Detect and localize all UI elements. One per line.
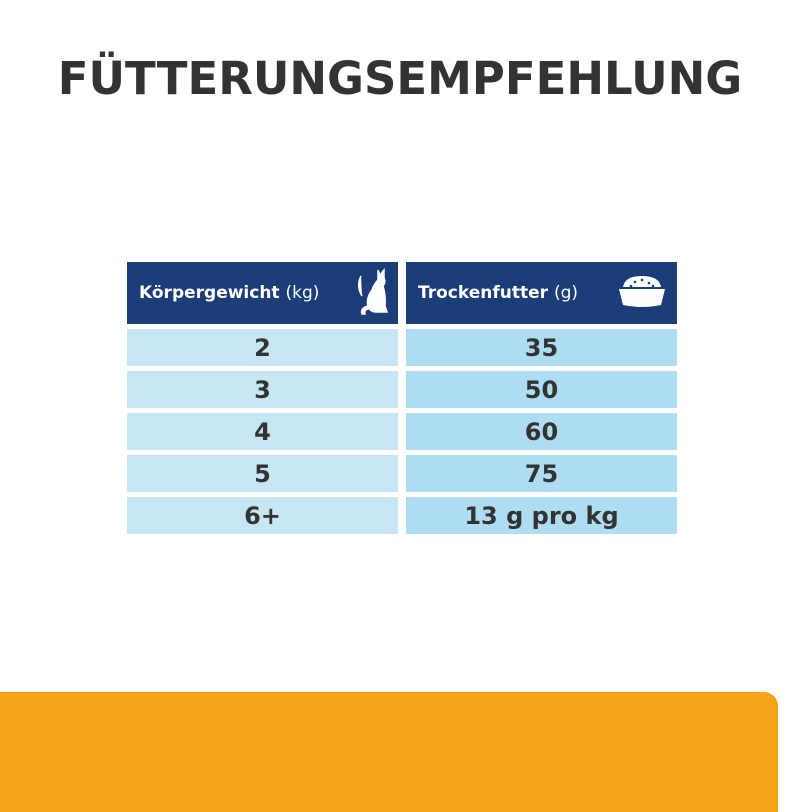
food-cell: 13 g pro kg	[406, 497, 677, 534]
orange-banner	[0, 692, 778, 812]
food-bowl-icon	[617, 273, 667, 313]
food-header-unit: (g)	[553, 283, 578, 303]
page-title: FÜTTERUNGSEMPFEHLUNG	[57, 52, 743, 105]
weight-cell: 4	[127, 413, 398, 450]
food-column: Trockenfutter (g) 35 50 60 75 13 g pro k…	[406, 262, 677, 534]
food-cell: 75	[406, 455, 677, 492]
cat-icon	[356, 266, 389, 320]
food-header-label: Trockenfutter	[418, 283, 549, 303]
weight-cell: 6+	[127, 497, 398, 534]
food-cell: 35	[406, 329, 677, 366]
weight-cell: 2	[127, 329, 398, 366]
food-header: Trockenfutter (g)	[406, 262, 677, 324]
weight-cell: 5	[127, 455, 398, 492]
weight-header: Körpergewicht (kg)	[127, 262, 398, 324]
food-cell: 60	[406, 413, 677, 450]
weight-column: Körpergewicht (kg) 2 3 4 5 6+	[127, 262, 398, 534]
weight-header-label: Körpergewicht	[139, 283, 280, 303]
food-cell: 50	[406, 371, 677, 408]
weight-cell: 3	[127, 371, 398, 408]
weight-header-unit: (kg)	[285, 283, 320, 303]
